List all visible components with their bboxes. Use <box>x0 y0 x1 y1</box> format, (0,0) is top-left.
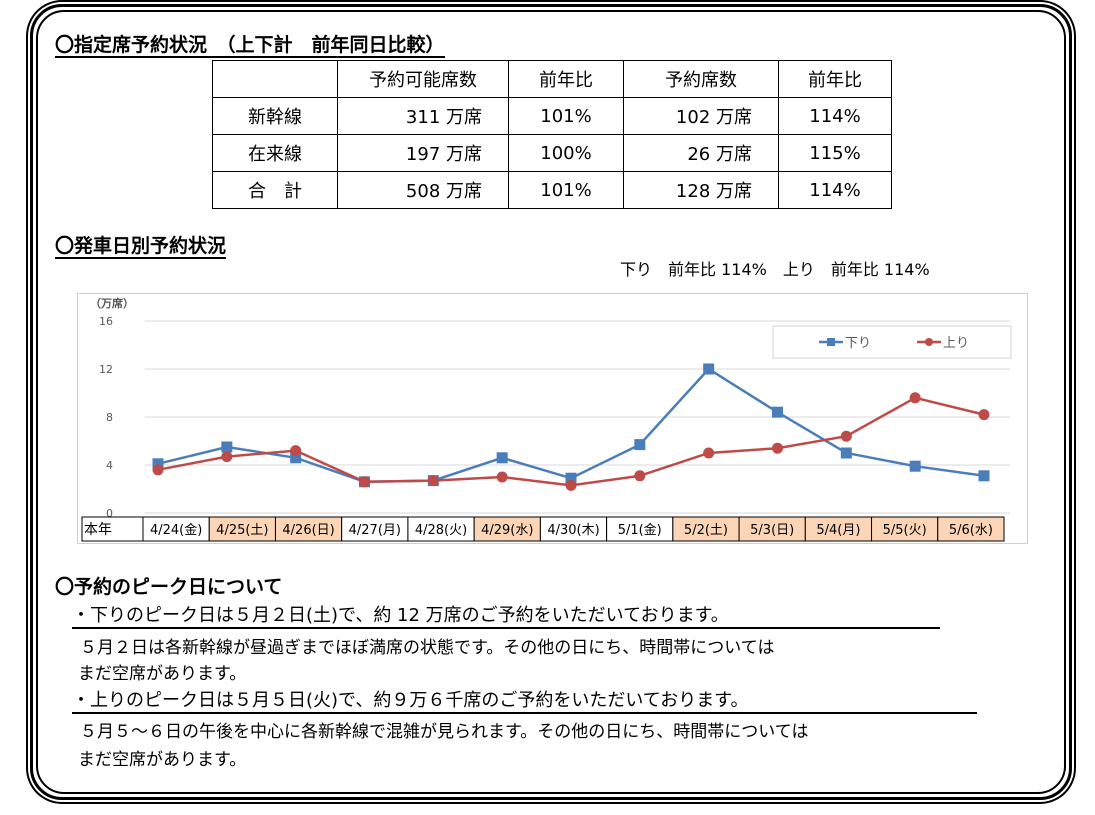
y-tick-label: 4 <box>106 459 113 472</box>
data-point <box>152 458 164 470</box>
cell: 128 万席 <box>623 171 779 209</box>
cell: 101% <box>508 97 624 135</box>
table-row: 在来線 197 万席 100% 26 万席 115% <box>212 134 892 172</box>
header-cell: 前年比 <box>508 60 624 98</box>
x-tick-label: 5/1(金) <box>618 522 662 538</box>
series-line-上り <box>157 396 985 487</box>
data-point <box>634 470 646 482</box>
table-row: 新幹線 311 万席 101% 102 万席 114% <box>212 97 892 135</box>
x-tick-label: 4/24(金) <box>150 522 202 538</box>
cell: 26 万席 <box>623 134 779 172</box>
cell: 101% <box>508 171 624 209</box>
cell: 508 万席 <box>337 171 509 209</box>
x-tick-label: 4/27(月) <box>349 523 401 538</box>
data-point <box>496 471 508 483</box>
reservation-table: 予約可能席数 前年比 予約席数 前年比 新幹線 311 万席 101% 102 … <box>212 60 892 209</box>
y-tick-label: 12 <box>99 363 113 376</box>
data-point <box>703 363 715 375</box>
peak-down-detail: ５月２日は各新幹線が昼過ぎまでほぼ満席の状態です。その他の日にち、時間帯について… <box>80 638 775 658</box>
section-title-peak: 〇予約のピーク日について <box>55 576 283 598</box>
x-tick-label: 4/26(日) <box>282 523 334 538</box>
cell: 100% <box>508 134 624 172</box>
table-header-row: 予約可能席数 前年比 予約席数 前年比 <box>212 60 892 98</box>
header-cell: 予約席数 <box>623 60 779 98</box>
category-cell <box>606 516 674 542</box>
row-label: 在来線 <box>212 134 338 172</box>
data-point <box>840 430 852 442</box>
cell: 115% <box>778 134 892 172</box>
data-point <box>909 392 921 404</box>
data-point <box>221 451 233 463</box>
category-cell <box>672 516 740 542</box>
category-cell <box>539 516 608 542</box>
data-point <box>290 445 302 457</box>
peak-down-line: ・下りのピーク日は５月２日(土)で、約 12 万席のご予約をいただいております。 <box>72 605 940 629</box>
y-axis-unit: （万席） <box>90 296 134 310</box>
cell: 311 万席 <box>337 97 509 135</box>
section-title-reservations: 〇指定席予約状況 （上下計 前年同日比較） <box>55 34 445 58</box>
page-frame-inner <box>36 10 1066 794</box>
x-tick-label: 5/2(土) <box>684 523 728 538</box>
cell: 197 万席 <box>337 134 509 172</box>
y-tick-label: 0 <box>106 507 113 520</box>
chart-area <box>77 293 1028 544</box>
header-cell <box>212 60 338 98</box>
x-tick-label: 5/5(火) <box>883 523 927 538</box>
table-row: 合 計 508 万席 101% 128 万席 114% <box>212 171 892 209</box>
x-tick-label: 4/25(土) <box>216 523 268 538</box>
peak-up-detail: ５月５～６日の午後を中心に各新幹線で混雑が見られます。その他の日にち、時間帯につ… <box>80 722 809 742</box>
yoy-summary: 下り 前年比 114% 上り 前年比 114% <box>620 260 930 279</box>
data-point <box>703 447 715 459</box>
data-point <box>221 441 233 453</box>
category-cell <box>937 516 1005 542</box>
data-point <box>772 406 783 418</box>
header-cell: 予約可能席数 <box>337 60 509 98</box>
y-tick-label: 8 <box>106 411 113 424</box>
category-cell <box>208 516 276 542</box>
data-point <box>152 464 164 476</box>
data-point <box>909 460 921 472</box>
row-label: 合 計 <box>212 171 338 209</box>
peak-up-line: ・上りのピーク日は５月５日(火)で、約９万６千席のご予約をいただいております。 <box>72 690 977 714</box>
page-frame <box>30 4 1072 800</box>
x-tick-label: 4/30(木) <box>547 523 599 538</box>
legend-label: 下り <box>845 336 871 351</box>
category-cell <box>142 516 210 542</box>
legend-marker <box>827 338 835 346</box>
data-point <box>978 470 990 482</box>
data-point <box>565 472 577 484</box>
row-label: 新幹線 <box>212 97 338 135</box>
data-point <box>359 476 370 488</box>
row-label-cell <box>81 516 144 542</box>
x-tick-label: 5/4(月) <box>816 523 860 538</box>
x-tick-label: 4/29(水) <box>481 523 533 538</box>
legend-label: 上り <box>943 336 969 351</box>
peak-up-detail2: まだ空席があります。 <box>78 750 247 770</box>
peak-down-detail2: まだ空席があります。 <box>78 664 247 684</box>
row-label: 本年 <box>84 522 112 538</box>
category-cell <box>274 516 343 542</box>
category-cell <box>341 516 409 542</box>
category-cell <box>804 516 873 542</box>
data-point <box>290 452 302 464</box>
cell: 102 万席 <box>623 97 779 135</box>
x-tick-label: 4/28(火) <box>415 523 467 538</box>
data-point <box>496 452 508 464</box>
section-title-daily: 〇発車日別予約状況 <box>55 235 227 259</box>
x-tick-label: 5/3(日) <box>750 523 794 538</box>
data-point <box>427 475 439 487</box>
data-point <box>772 442 783 454</box>
data-point <box>840 447 852 459</box>
data-point <box>565 479 577 491</box>
data-point <box>978 409 990 421</box>
legend-box <box>772 325 1012 359</box>
y-tick-label: 16 <box>99 315 113 328</box>
header-cell: 前年比 <box>778 60 892 98</box>
cell: 114% <box>778 171 892 209</box>
x-tick-label: 5/6(水) <box>949 523 993 538</box>
legend-marker <box>925 338 933 346</box>
data-point <box>634 439 646 451</box>
